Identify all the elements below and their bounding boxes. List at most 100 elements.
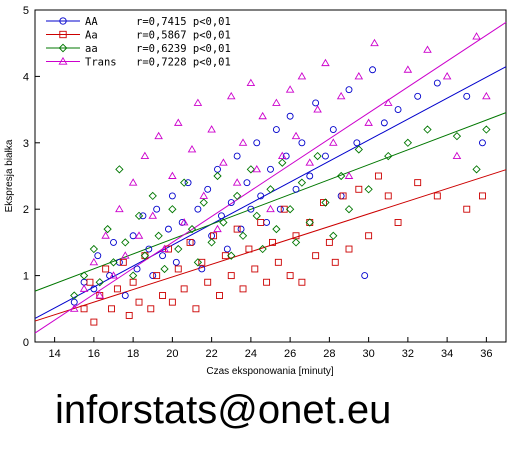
x-tick-label: 32 bbox=[402, 348, 414, 360]
data-point-aa bbox=[147, 305, 155, 313]
data-point-aa bbox=[102, 265, 110, 273]
data-point-trans bbox=[120, 251, 130, 259]
data-point-aa bbox=[452, 132, 462, 141]
data-point-aa bbox=[345, 86, 353, 94]
data-point-aa bbox=[174, 265, 182, 273]
legend-series-name: Trans bbox=[85, 57, 117, 69]
data-point-aa bbox=[204, 278, 212, 286]
data-point-aa bbox=[154, 231, 163, 240]
data-point-trans bbox=[79, 284, 89, 292]
data-point-aa bbox=[320, 199, 327, 207]
x-tick-label: 14 bbox=[49, 348, 61, 360]
fit-line-trans bbox=[34, 21, 507, 334]
y-axis-label: Ekspresja białka bbox=[4, 139, 15, 212]
data-point-aa bbox=[159, 292, 167, 299]
data-point-aa bbox=[237, 225, 245, 233]
legend-item-aa: Aa r=0,5867 p<0,01 bbox=[46, 30, 231, 42]
data-point-aa bbox=[145, 245, 153, 253]
data-point-aa bbox=[274, 258, 282, 266]
data-point-aa bbox=[108, 305, 115, 313]
data-point-trans bbox=[291, 131, 301, 140]
data-point-aa bbox=[403, 138, 413, 147]
data-point-aa bbox=[172, 258, 180, 266]
data-point-aa bbox=[180, 178, 189, 187]
data-point-aa bbox=[245, 245, 253, 253]
data-point-aa bbox=[322, 152, 329, 160]
data-point-aa bbox=[168, 205, 177, 214]
data-point-aa bbox=[414, 179, 422, 187]
data-point-aa bbox=[110, 238, 117, 246]
data-point-aa bbox=[286, 272, 294, 280]
legend-item-aa: aa r=0,6239 p<0,01 bbox=[46, 43, 231, 55]
data-point-aa bbox=[233, 191, 242, 201]
data-point-trans bbox=[442, 72, 452, 80]
data-point-aa bbox=[119, 258, 127, 266]
data-point-aa bbox=[213, 171, 222, 181]
data-point-aa bbox=[86, 278, 94, 286]
data-point-trans bbox=[272, 98, 281, 106]
footer-email-text: inforstats@onet.eu bbox=[55, 388, 392, 432]
data-point-aa bbox=[103, 224, 112, 234]
x-tick-label: 34 bbox=[441, 348, 453, 360]
data-point-trans bbox=[354, 72, 364, 80]
data-point-aa bbox=[305, 218, 314, 227]
data-point-aa bbox=[178, 219, 186, 226]
data-point-trans bbox=[179, 218, 189, 226]
data-point-aa bbox=[204, 185, 212, 193]
data-point-aa bbox=[115, 165, 124, 174]
y-tick-label: 4 bbox=[23, 71, 29, 83]
data-point-aa bbox=[133, 265, 141, 273]
data-point-aa bbox=[186, 238, 194, 246]
data-point-aa bbox=[353, 139, 361, 147]
data-point-trans bbox=[95, 291, 105, 299]
data-point-aa bbox=[365, 232, 373, 240]
data-point-trans bbox=[232, 178, 242, 186]
data-point-aa bbox=[238, 231, 248, 240]
data-point-trans bbox=[115, 204, 124, 213]
data-point-aa bbox=[113, 285, 121, 293]
data-point-aa bbox=[217, 212, 225, 220]
data-point-trans bbox=[313, 105, 322, 113]
data-point-aa bbox=[227, 199, 235, 207]
data-point-trans bbox=[199, 191, 209, 199]
data-point-trans bbox=[140, 151, 150, 160]
data-point-trans bbox=[246, 78, 256, 86]
legend-marker bbox=[59, 17, 67, 25]
data-point-trans bbox=[252, 164, 262, 173]
data-point-aa bbox=[355, 185, 363, 193]
data-point-aa bbox=[180, 285, 188, 293]
legend-item-aa: AA r=0,7415 p<0,01 bbox=[46, 16, 231, 28]
data-point-aa bbox=[246, 165, 256, 174]
x-tick-label: 20 bbox=[166, 348, 178, 360]
data-point-aa bbox=[257, 192, 265, 200]
data-points bbox=[69, 32, 491, 326]
legend-marker bbox=[59, 30, 67, 39]
x-tick-label: 16 bbox=[88, 348, 100, 360]
data-point-aa bbox=[207, 238, 216, 247]
data-point-aa bbox=[227, 272, 235, 280]
data-point-aa bbox=[90, 318, 98, 326]
data-point-aa bbox=[297, 178, 307, 187]
data-point-aa bbox=[423, 125, 432, 134]
data-point-aa bbox=[369, 66, 376, 74]
legend-series-name: AA bbox=[85, 16, 98, 28]
data-point-aa bbox=[433, 79, 441, 87]
data-point-aa bbox=[263, 278, 271, 286]
data-point-aa bbox=[463, 92, 471, 100]
data-point-trans bbox=[134, 231, 144, 239]
y-tick-label: 5 bbox=[23, 5, 29, 17]
data-point-trans bbox=[207, 125, 216, 133]
legend-series-stat: r=0,7415 p<0,01 bbox=[136, 16, 231, 28]
fit-line-aa bbox=[34, 112, 507, 292]
data-point-aa bbox=[106, 272, 114, 280]
data-point-aa bbox=[312, 252, 320, 260]
data-point-aa bbox=[233, 225, 241, 233]
x-tick-label: 26 bbox=[284, 348, 296, 360]
data-point-aa bbox=[227, 251, 236, 260]
data-point-aa bbox=[194, 205, 202, 213]
data-point-trans bbox=[258, 111, 267, 120]
data-point-aa bbox=[139, 212, 147, 220]
data-point-aa bbox=[253, 139, 261, 147]
data-point-trans bbox=[213, 224, 222, 233]
data-point-trans bbox=[403, 65, 413, 73]
